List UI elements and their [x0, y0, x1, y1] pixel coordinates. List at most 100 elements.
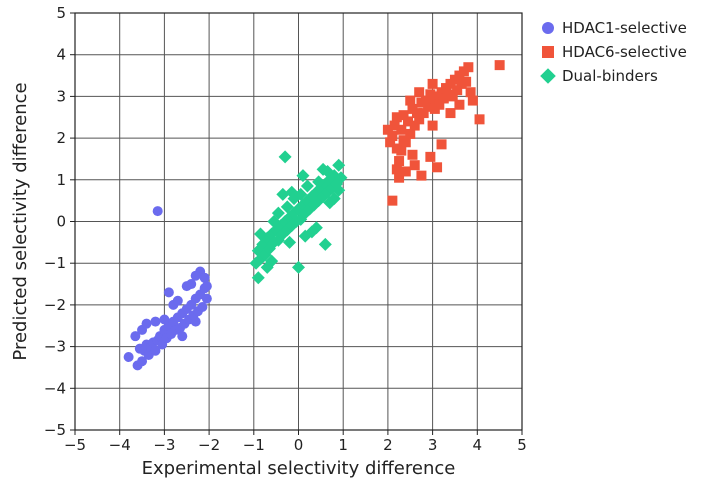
hdac6-selective-point [414, 114, 425, 125]
hdac6-selective-point [400, 166, 411, 177]
hdac6-selective-point [405, 95, 416, 106]
hdac1-selective-point [130, 331, 141, 342]
hdac1-selective-point [163, 287, 174, 298]
hdac6-selective-point [474, 114, 485, 125]
y-tick-label: 3 [56, 87, 66, 105]
y-tick-label: 2 [56, 129, 66, 147]
hdac6-selective-point [420, 95, 431, 106]
hdac6-selective-point [391, 143, 402, 154]
hdac1-selective-point [186, 279, 197, 290]
legend-label-dual-binders: Dual-binders [562, 67, 658, 85]
y-axis-ticks: −5 −4 −3 −2 −1 0 1 2 3 4 5 [44, 4, 75, 439]
dual-binders-point [300, 179, 314, 193]
hdac6-selective-point [409, 120, 420, 131]
y-axis-title: Predicted selectivity difference [10, 82, 31, 360]
hdac1-selective-point [197, 301, 208, 312]
hdac1-selective-point [137, 356, 148, 367]
y-tick-label: 4 [56, 46, 66, 64]
hdac6-selective-point [398, 110, 409, 121]
hdac6-selective-point [452, 85, 463, 96]
hdac6-selective-point [416, 170, 427, 181]
dual-binders-point [298, 229, 312, 243]
x-tick-label: −2 [198, 436, 220, 454]
legend-marker-hdac6-selective [542, 46, 554, 58]
hdac1-selective-point [199, 272, 210, 283]
dual-binders-point [312, 175, 326, 189]
x-tick-label: −1 [243, 436, 265, 454]
hdac6-selective-point [425, 151, 436, 162]
legend-label-hdac6-selective: HDAC6-selective [562, 43, 687, 61]
hdac6-selective-point [461, 76, 472, 87]
hdac6-selective-point [396, 124, 407, 135]
dual-binders-point [309, 221, 323, 235]
legend: HDAC1-selective HDAC6-selective Dual-binde… [540, 19, 687, 85]
hdac1-selective-point [177, 331, 188, 342]
hdac6-selective-point [463, 62, 474, 73]
hdac6-selective-point [494, 60, 505, 71]
dual-binders-point [251, 271, 265, 285]
hdac6-selective-point [407, 149, 418, 160]
dual-binders-point [332, 158, 346, 172]
hdac6-selective-point [427, 120, 438, 131]
legend-marker-hdac1-selective [542, 22, 554, 34]
hdac1-selective-point [190, 270, 201, 281]
dual-binders-point [334, 171, 348, 185]
hdac1-selective-point [150, 345, 161, 356]
hdac1-selective-point [201, 293, 212, 304]
hdac6-selective-point [434, 99, 445, 110]
y-tick-label: 5 [56, 4, 66, 22]
hdac6-selective-point [432, 162, 443, 173]
dual-binders-point [260, 260, 274, 274]
dual-binders-point [292, 260, 305, 274]
dual-binders-point [254, 227, 268, 241]
hdac6-selective-point [394, 172, 405, 183]
dual-binders-point [267, 215, 281, 228]
hdac6-selective-point [391, 112, 402, 123]
x-tick-label: 3 [428, 436, 438, 454]
x-tick-label: −5 [64, 436, 86, 454]
hdac6-selective-point [425, 89, 436, 100]
hdac6-selective-point [389, 120, 400, 131]
hdac6-selective-point [387, 131, 398, 142]
hdac6-selective-point [394, 156, 405, 167]
dual-binders-point [276, 187, 290, 201]
x-tick-label: 0 [294, 436, 304, 454]
dual-binders-point [294, 187, 308, 201]
hdac6-selective-point [454, 99, 465, 110]
hdac1-selective-point [201, 281, 212, 292]
hdac6-selective-point [414, 87, 425, 98]
hdac6-selective-point [385, 137, 396, 148]
x-tick-label: 5 [517, 436, 527, 454]
hdac6-selective-point [411, 108, 422, 119]
legend-label-hdac1-selective: HDAC1-selective [562, 19, 687, 37]
dual-binders-point [283, 235, 297, 249]
dual-binders-point [296, 169, 310, 183]
x-tick-label: 2 [383, 436, 393, 454]
hdac1-selective-point [141, 318, 152, 329]
x-tick-label: −4 [109, 436, 131, 454]
hdac6-selective-point [405, 128, 416, 139]
dual-binders-point [280, 200, 294, 214]
dual-binders-point [332, 183, 346, 197]
hdac6-selective-point [465, 87, 476, 98]
dual-binders-point [321, 164, 335, 178]
hdac1-selective-point [123, 352, 134, 363]
hdac6-selective-point [447, 91, 458, 102]
x-tick-label: 4 [473, 436, 483, 454]
data-points [123, 60, 505, 371]
hdac6-selective-point [445, 108, 456, 119]
dual-binders-point [278, 150, 292, 164]
hdac6-selective-point [427, 97, 438, 108]
hdac6-selective-point [427, 78, 438, 89]
hdac1-selective-point [159, 314, 170, 325]
hdac6-selective-point [418, 108, 429, 119]
dual-binders-point [285, 185, 299, 199]
x-tick-label: −3 [153, 436, 175, 454]
x-axis-ticks: −5 −4 −3 −2 −1 0 1 2 3 4 5 [64, 430, 527, 454]
hdac6-selective-point [391, 164, 402, 175]
hdac1-selective-point [152, 206, 163, 217]
y-tick-label: −3 [44, 338, 66, 356]
y-tick-label: −4 [44, 379, 66, 397]
hdac6-selective-point [467, 95, 478, 106]
hdac6-selective-point [387, 195, 398, 206]
